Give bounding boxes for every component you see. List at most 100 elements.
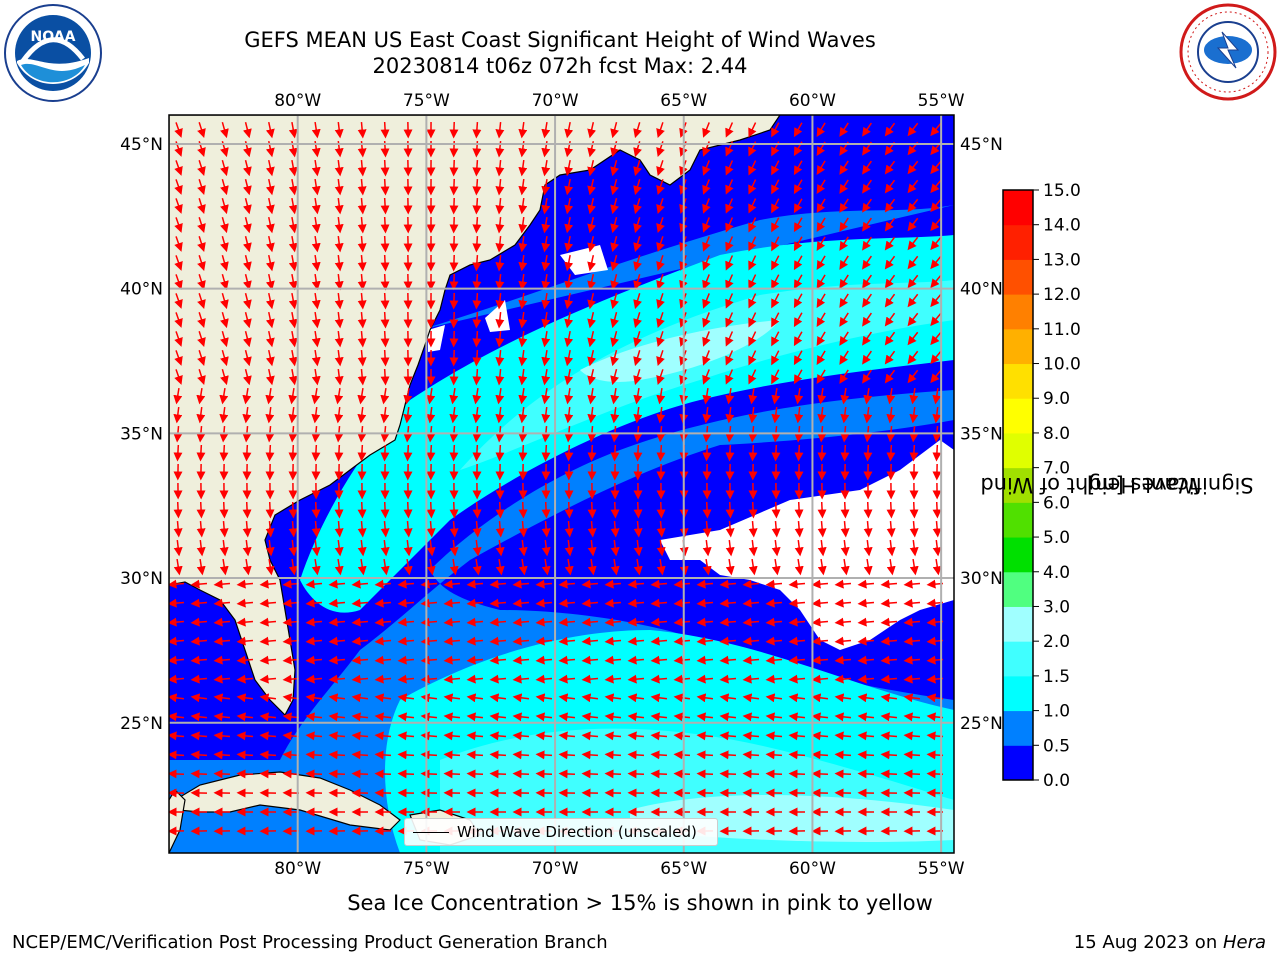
direction-arrow [472,140,482,158]
direction-arrow [725,198,734,214]
latitude-labels-left: 45°N 40°N 35°N 30°N 25°N [120,135,163,734]
legend-line-sample [413,832,449,833]
direction-arrow [220,198,229,215]
direction-arrow [656,539,666,557]
direction-arrow [581,750,599,760]
direction-arrow [788,769,806,779]
direction-arrow [725,350,734,366]
direction-arrow [930,236,942,251]
direction-arrow [380,330,390,348]
direction-arrow [472,368,482,386]
direction-arrow [397,712,415,722]
direction-arrow [328,636,346,646]
direction-arrow [633,293,642,310]
direction-arrow [466,712,484,722]
direction-arrow [357,311,367,329]
direction-arrow [748,501,758,519]
direction-arrow [656,255,665,271]
direction-arrow [581,693,599,703]
direction-arrow [311,178,321,196]
direction-arrow [793,274,803,290]
direction-arrow [862,331,873,346]
direction-arrow [173,387,183,405]
direction-arrow [558,579,576,589]
direction-arrow [581,617,599,627]
direction-arrow [788,636,806,646]
direction-arrow [328,598,346,608]
direction-arrow [765,693,783,703]
direction-arrow [242,387,252,405]
nws-logo [1179,3,1277,101]
footer-credit: NCEP/EMC/Verification Post Processing Pr… [12,932,608,953]
direction-arrow [816,122,826,138]
direction-arrow [213,636,231,646]
lon-label-top-1: 75°W [403,91,450,111]
direction-arrow [351,598,369,608]
direction-arrow [811,617,829,627]
direction-arrow [587,216,597,234]
direction-arrow [765,731,783,741]
direction-arrow [748,369,757,385]
direction-arrow [334,444,344,462]
direction-arrow [794,425,804,443]
direction-arrow [174,198,183,214]
direction-arrow [265,254,275,272]
direction-arrow [604,598,622,608]
direction-arrow [748,444,758,462]
direction-arrow [656,369,665,385]
direction-arrow [213,712,231,722]
direction-arrow [334,558,344,576]
direction-arrow [495,254,505,272]
direction-arrow [610,387,620,405]
direction-arrow [834,598,852,608]
direction-arrow [288,425,298,443]
direction-arrow [748,406,758,424]
direction-arrow [627,750,645,760]
direction-arrow [748,312,757,328]
direction-arrow [771,387,781,405]
direction-arrow [518,292,528,310]
direction-arrow [219,387,229,405]
direction-arrow [242,425,252,443]
direction-arrow [196,539,206,557]
direction-arrow [903,598,921,608]
direction-arrow [403,539,413,557]
direction-arrow [489,750,507,760]
direction-arrow [702,539,712,557]
direction-arrow [834,579,852,589]
direction-arrow [334,254,344,272]
direction-arrow [174,293,183,309]
direction-arrow [696,655,714,665]
legend-label: Wind Wave Direction (unscaled) [457,823,697,841]
direction-arrow [265,292,275,310]
direction-arrow [535,617,553,627]
no-data-patch [660,440,954,650]
direction-arrow [771,558,781,576]
direction-arrow [839,350,849,365]
direction-arrow [220,179,229,196]
direction-arrow [702,312,711,328]
direction-arrow [334,235,344,253]
lat-label-left-2: 35°N [120,424,163,444]
direction-arrow [702,122,711,138]
direction-arrow [265,330,275,348]
direction-arrow [374,712,392,722]
direction-arrow [817,387,827,405]
direction-arrow [220,122,229,139]
direction-arrow [220,274,229,291]
direction-arrow [541,425,551,443]
direction-arrow [696,636,714,646]
direction-arrow [265,349,275,367]
direction-arrow [535,731,553,741]
direction-arrow [495,368,505,386]
direction-arrow [587,121,597,139]
direction-arrow [719,750,737,760]
lon-label-top-0: 80°W [274,91,321,111]
direction-arrow [702,274,711,290]
direction-arrow [495,501,505,519]
direction-arrow [472,254,482,272]
direction-arrow [397,579,415,589]
direction-arrow [403,425,413,443]
colorbar-swatch-11 [1003,363,1033,399]
direction-arrow [930,179,942,194]
